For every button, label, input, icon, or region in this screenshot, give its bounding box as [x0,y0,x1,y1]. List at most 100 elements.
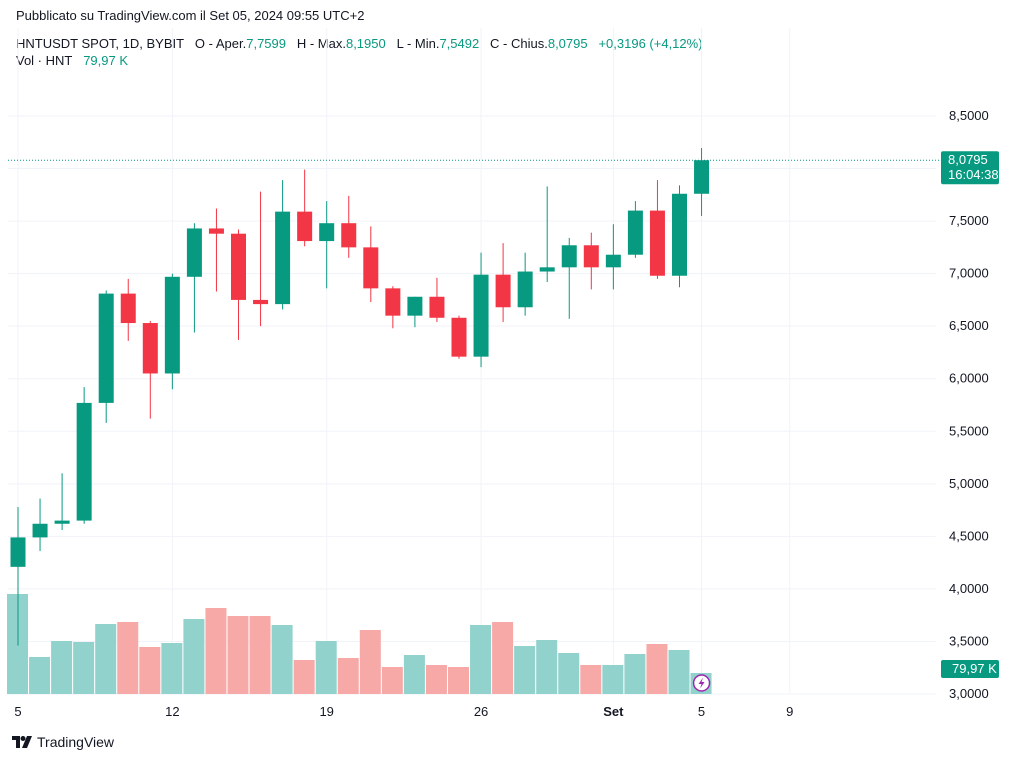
price-axis-label: 5,5000 [949,423,989,438]
high-label: H - Max. [296,36,346,51]
volume-bar [337,658,359,694]
candle-body [297,211,313,242]
candle-body [10,537,26,567]
price-axis-label: 8,5000 [949,108,989,123]
volume-bar [536,640,558,694]
price-axis-label: 4,0000 [949,581,989,596]
candle-body [164,276,180,374]
volume-bar [139,647,161,694]
volume-bar [514,646,536,694]
candle-body [76,402,92,521]
candle-body [627,210,643,255]
tradingview-logo-icon [12,736,32,748]
time-axis-label: 26 [474,704,488,719]
high-value: 8,1950 [345,36,386,51]
candle-body [451,317,467,357]
volume-bar [580,665,602,694]
candle-body [231,233,246,300]
volume-label[interactable]: Vol · HNT [16,53,73,68]
price-tag [941,151,999,185]
time-axis-label: 5 [698,704,705,719]
low-label: L - Min. [396,36,440,51]
lightning-bolt-icon [698,677,705,689]
candle-body [539,267,555,272]
tradingview-brand[interactable]: TradingView [12,734,114,750]
price-tag-countdown: 16:04:38 [948,167,999,182]
price-axis-label: 3,5000 [949,633,989,648]
candle-body [32,523,48,538]
volume-bar [95,624,117,694]
candle-body [98,293,114,403]
candle-body [275,211,291,305]
candle-body [672,193,687,276]
volume-bar [51,641,73,694]
candle-body [429,296,445,318]
volume-bar [425,665,447,694]
time-axis-label: 12 [165,704,179,719]
candle-body [517,271,533,308]
volume-bar [359,630,381,694]
published-caption: Pubblicato su TradingView.com il Set 05,… [16,8,365,23]
candle-body [120,293,136,324]
brand-name: TradingView [37,734,115,750]
volume-bar [271,625,293,694]
volume-bar [161,643,183,694]
volume-bar [492,622,514,694]
symbol-legend: HNTUSDT SPOT, 1D, BYBIT O - Aper.7,7599 … [16,36,703,51]
volume-bar [293,660,315,694]
time-axis-label: 5 [14,704,21,719]
candle-body [385,288,401,316]
volume-bar [315,641,337,694]
candle-body [407,296,423,316]
candle-body [495,274,511,308]
candle-body [363,247,379,289]
volume-bar [227,616,249,694]
volume-bar [470,625,492,694]
symbol-title[interactable]: HNTUSDT SPOT, 1D, BYBIT [16,36,185,51]
price-axis-label: 5,0000 [949,476,989,491]
open-label: O - Aper. [194,36,247,51]
price-axis-label: 6,5000 [949,318,989,333]
volume-bar [403,655,425,694]
time-axis-label: 9 [786,704,793,719]
volume-bar [29,657,51,694]
candle-body [341,223,357,248]
volume-bar [205,608,227,694]
volume-bar [624,654,646,694]
volume-bar [668,650,690,694]
candle-body [473,274,489,357]
volume-tag-value: 79,97 K [952,661,997,676]
volume-bar [448,667,469,694]
candle-body [142,323,158,374]
close-label: C - Chius. [490,36,548,51]
candle-body [694,160,710,194]
price-axis-label: 3,0000 [949,686,989,701]
price-axis-label: 4,5000 [949,528,989,543]
volume-bar [183,619,205,694]
volume-bar [117,622,139,694]
price-axis-label: 6,0000 [949,371,989,386]
candle-body [54,520,70,524]
candle-body [583,245,599,268]
candle-body [253,299,269,305]
candle-body [186,228,202,277]
price-axis-label: 7,0000 [949,266,989,281]
low-value: 7,5492 [439,36,480,51]
open-value: 7,7599 [246,36,286,51]
price-axis-label: 7,5000 [949,213,989,228]
time-axis-label: 19 [319,704,333,719]
close-value: 8,0795 [547,36,588,51]
candle-body [561,245,577,268]
volume-bar [558,653,580,694]
price-tag-value: 8,0795 [948,152,988,167]
volume-value: 79,97 K [83,53,129,68]
volume-bar [249,616,271,694]
volume-bar [73,642,95,694]
volume-bar [381,667,403,694]
volume-legend: Vol · HNT 79,97 K [16,53,128,68]
time-axis-label: Set [603,704,624,719]
volume-bar [602,665,624,694]
candle-body [605,254,621,268]
candle-body [208,228,224,234]
